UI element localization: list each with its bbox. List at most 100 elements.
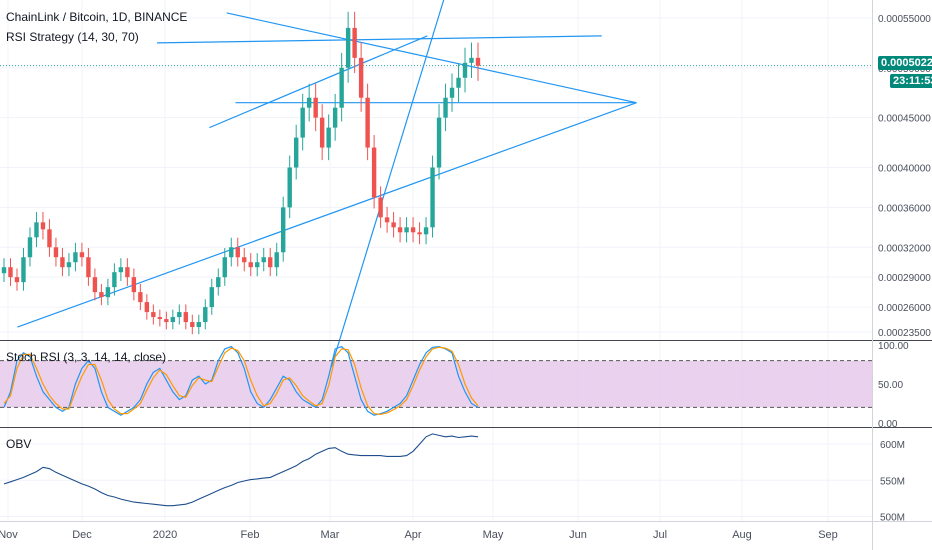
obv-label: OBV — [6, 437, 32, 451]
candle-body — [229, 247, 234, 258]
candle-body — [404, 227, 409, 233]
candle-body — [190, 322, 195, 328]
candle-body — [397, 227, 403, 233]
candle-body — [371, 147, 377, 198]
candle-body — [274, 252, 279, 268]
candle-body — [40, 222, 46, 230]
chart-title: ChainLink / Bitcoin, 1D, BINANCE — [6, 10, 188, 24]
candle-body — [469, 57, 474, 63]
candle-body — [235, 247, 240, 258]
stoch-rsi-series — [3, 345, 479, 416]
candle-body — [365, 97, 370, 148]
candle-body — [423, 227, 429, 235]
candle-body — [66, 262, 72, 268]
y-tick-label: 0.00026000 — [878, 303, 931, 314]
candle-body — [281, 207, 286, 253]
candle-body — [125, 267, 130, 278]
trendline — [156, 35, 602, 44]
y-tick-label: 0.00029000 — [878, 273, 931, 284]
candle-body — [417, 232, 422, 235]
stoch-rsi-label: Stoch RSI (3, 3, 14, 14, close) — [6, 350, 167, 364]
candle-body — [287, 167, 292, 208]
last-price-badge: 0.00050224 — [878, 56, 932, 70]
candle-body — [183, 312, 189, 323]
candle-body — [313, 97, 318, 118]
stoch-band-fill — [0, 360, 872, 408]
candle-body — [456, 77, 461, 88]
trendline — [17, 102, 637, 328]
candle-body — [378, 197, 383, 218]
x-tick-label: May — [483, 529, 504, 541]
candle-body — [177, 312, 182, 318]
candle-body — [144, 302, 150, 313]
candle-body — [268, 257, 273, 268]
candle-body — [306, 97, 312, 108]
candle-body — [222, 257, 227, 278]
y-tick-label: 0.00045000 — [878, 114, 931, 125]
candle-body — [248, 262, 253, 268]
candle-body — [47, 229, 52, 248]
y-tick-label: 0.00040000 — [878, 164, 931, 175]
candle-body — [300, 107, 305, 138]
candle-body — [326, 127, 331, 148]
obv-y-tick: 500M — [880, 513, 905, 524]
candle-body — [319, 117, 325, 148]
stoch-y-tick: 0.00 — [878, 419, 898, 430]
stoch-y-tick: 50.00 — [878, 380, 903, 391]
indicator-label: RSI Strategy (14, 30, 70) — [6, 30, 139, 44]
x-tick-label: Sep — [818, 529, 838, 541]
countdown-badge: 23:11:53 — [890, 74, 932, 88]
candle-body — [475, 57, 481, 66]
candle-body — [73, 252, 78, 263]
x-tick-label: Jul — [653, 529, 667, 541]
x-tick-label: Jun — [569, 529, 587, 541]
candle-body — [196, 322, 201, 328]
candle-body — [60, 257, 65, 268]
candle-body — [112, 272, 117, 288]
stoch-band — [0, 360, 872, 408]
candle-body — [339, 67, 344, 108]
candle-body — [164, 319, 169, 323]
candle-body — [293, 137, 299, 168]
candle-body — [138, 292, 143, 303]
candle-body — [131, 277, 137, 293]
candle-body — [242, 257, 247, 263]
candle-body — [203, 307, 208, 323]
candle-body — [384, 217, 390, 223]
candle-body — [261, 257, 266, 263]
candle-body — [34, 222, 39, 238]
candle-body — [86, 257, 91, 278]
candle-body — [8, 267, 13, 278]
x-tick-label: Nov — [0, 529, 18, 541]
candle-body — [449, 87, 455, 98]
candlestick-series — [1, 11, 481, 335]
obv-y-tick: 550M — [880, 476, 905, 487]
trendlines — [17, 0, 637, 368]
candle-body — [255, 262, 260, 268]
candle-body — [14, 277, 20, 283]
trendline — [330, 0, 445, 368]
y-tick-label: 0.00055000 — [878, 14, 931, 25]
stoch-line — [3, 346, 479, 416]
x-tick-label: Feb — [241, 529, 260, 541]
obv-line — [3, 433, 479, 507]
x-tick-label: Dec — [72, 529, 92, 541]
x-tick-label: Mar — [321, 529, 340, 541]
candle-body — [345, 27, 351, 68]
candle-body — [170, 317, 176, 323]
candle-body — [105, 287, 111, 298]
x-tick-label: Aug — [732, 529, 752, 541]
candle-body — [358, 57, 364, 98]
candle-body — [21, 257, 26, 283]
obv-y-tick: 600M — [880, 440, 905, 451]
candle-body — [1, 267, 7, 274]
candle-body — [352, 27, 357, 58]
y-tick-label: 0.00032000 — [878, 243, 931, 254]
candle-body — [443, 97, 448, 118]
candle-body — [216, 277, 221, 288]
candle-body — [462, 62, 468, 78]
candle-body — [391, 222, 396, 228]
candle-body — [151, 312, 156, 318]
